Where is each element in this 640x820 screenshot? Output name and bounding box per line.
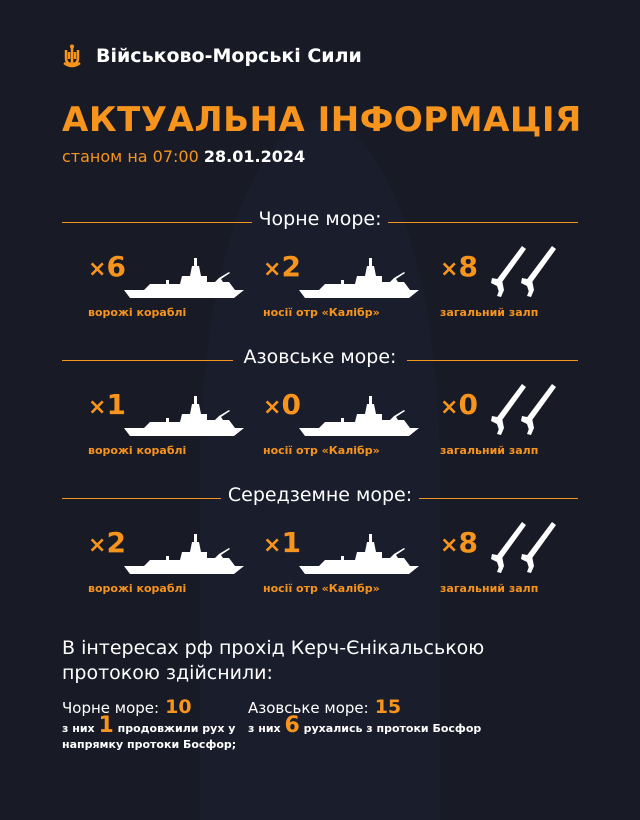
stat-count: ×8 [440, 250, 478, 283]
stat-cell: ×8 загальний залп [440, 522, 600, 596]
warship-icon [299, 392, 419, 442]
stat-label: Чорне море: [62, 699, 160, 717]
stat-cell: ×6 ворожі кораблі [88, 250, 248, 320]
brand: Військово-Морські Сили [62, 44, 362, 68]
kerch-azov-sea: Азовське море: 15 [248, 696, 401, 718]
kerch-black-sea: Чорне море: 10 [62, 696, 192, 718]
stat-label: загальний залп [440, 444, 539, 457]
stat-cell: ×0 загальний залп [440, 384, 600, 458]
stat-count: ×6 [88, 250, 126, 283]
missiles-icon [484, 520, 564, 580]
stat-value: 15 [374, 696, 402, 718]
sub-prefix: з них [248, 722, 281, 735]
date-prefix: станом на 07:00 [62, 147, 199, 166]
sub-suffix: рухались з протоки Босфор [303, 722, 482, 735]
stat-count: ×2 [263, 250, 301, 283]
divider [406, 360, 578, 361]
section-heading: Чорне море: [258, 208, 382, 230]
missiles-icon [484, 244, 564, 304]
stat-label: Азовське море: [248, 699, 369, 717]
warship-icon [124, 530, 244, 580]
warship-icon [124, 392, 244, 442]
stat-label: ворожі кораблі [88, 306, 187, 319]
stat-label: носії отр «Калібр» [263, 444, 380, 457]
warship-icon [299, 254, 419, 304]
kerch-black-sub: з них 1 продовжили рух у напрямку проток… [62, 715, 252, 753]
stat-cell: ×8 загальний залп [440, 246, 600, 320]
sub-suffix: продовжили рух у напрямку протоки Босфор… [62, 722, 237, 751]
stat-count: ×1 [88, 388, 126, 421]
sub-value: 1 [98, 713, 114, 738]
brand-name: Військово-Морські Сили [96, 45, 362, 67]
stat-count: ×8 [440, 526, 478, 559]
warship-icon [299, 530, 419, 580]
stat-cell: ×1 носії отр «Калібр» [263, 526, 423, 596]
stat-label: носії отр «Калібр» [263, 582, 380, 595]
stat-label: загальний залп [440, 306, 539, 319]
section-heading: Азовське море: [243, 346, 397, 368]
stat-cell: ×2 носії отр «Калібр» [263, 250, 423, 320]
divider [419, 498, 578, 499]
sub-prefix: з них [62, 722, 95, 735]
stat-cell: ×1 ворожі кораблі [88, 388, 248, 458]
stat-count: ×2 [88, 526, 126, 559]
stat-value: 10 [165, 696, 192, 718]
date: 28.01.2024 [203, 147, 306, 166]
stat-count: ×1 [263, 526, 301, 559]
warship-icon [124, 254, 244, 304]
stat-label: носії отр «Калібр» [263, 306, 380, 319]
section-heading: Середземне море: [227, 484, 413, 506]
stat-count: ×0 [263, 388, 301, 421]
divider [62, 360, 234, 361]
divider [388, 222, 578, 223]
navy-anchor-logo-icon [63, 44, 81, 68]
date-line: станом на 07:00 28.01.2024 [62, 147, 305, 166]
stat-cell: ×2 ворожі кораблі [88, 526, 248, 596]
kerch-text: В інтересах рф прохід Керч-Єнікальською … [62, 637, 485, 684]
divider [62, 222, 252, 223]
stat-label: ворожі кораблі [88, 444, 187, 457]
stat-label: загальний залп [440, 582, 539, 595]
page-title: АКТУАЛЬНА ІНФОРМАЦІЯ [62, 100, 582, 140]
kerch-azov-sub: з них 6 рухались з протоки Босфор [248, 715, 548, 737]
stat-label: ворожі кораблі [88, 582, 187, 595]
background-trident-shape [200, 120, 440, 820]
stat-cell: ×0 носії отр «Калібр» [263, 388, 423, 458]
stat-count: ×0 [440, 388, 478, 421]
divider [62, 498, 221, 499]
sub-value: 6 [284, 713, 300, 738]
missiles-icon [484, 382, 564, 442]
